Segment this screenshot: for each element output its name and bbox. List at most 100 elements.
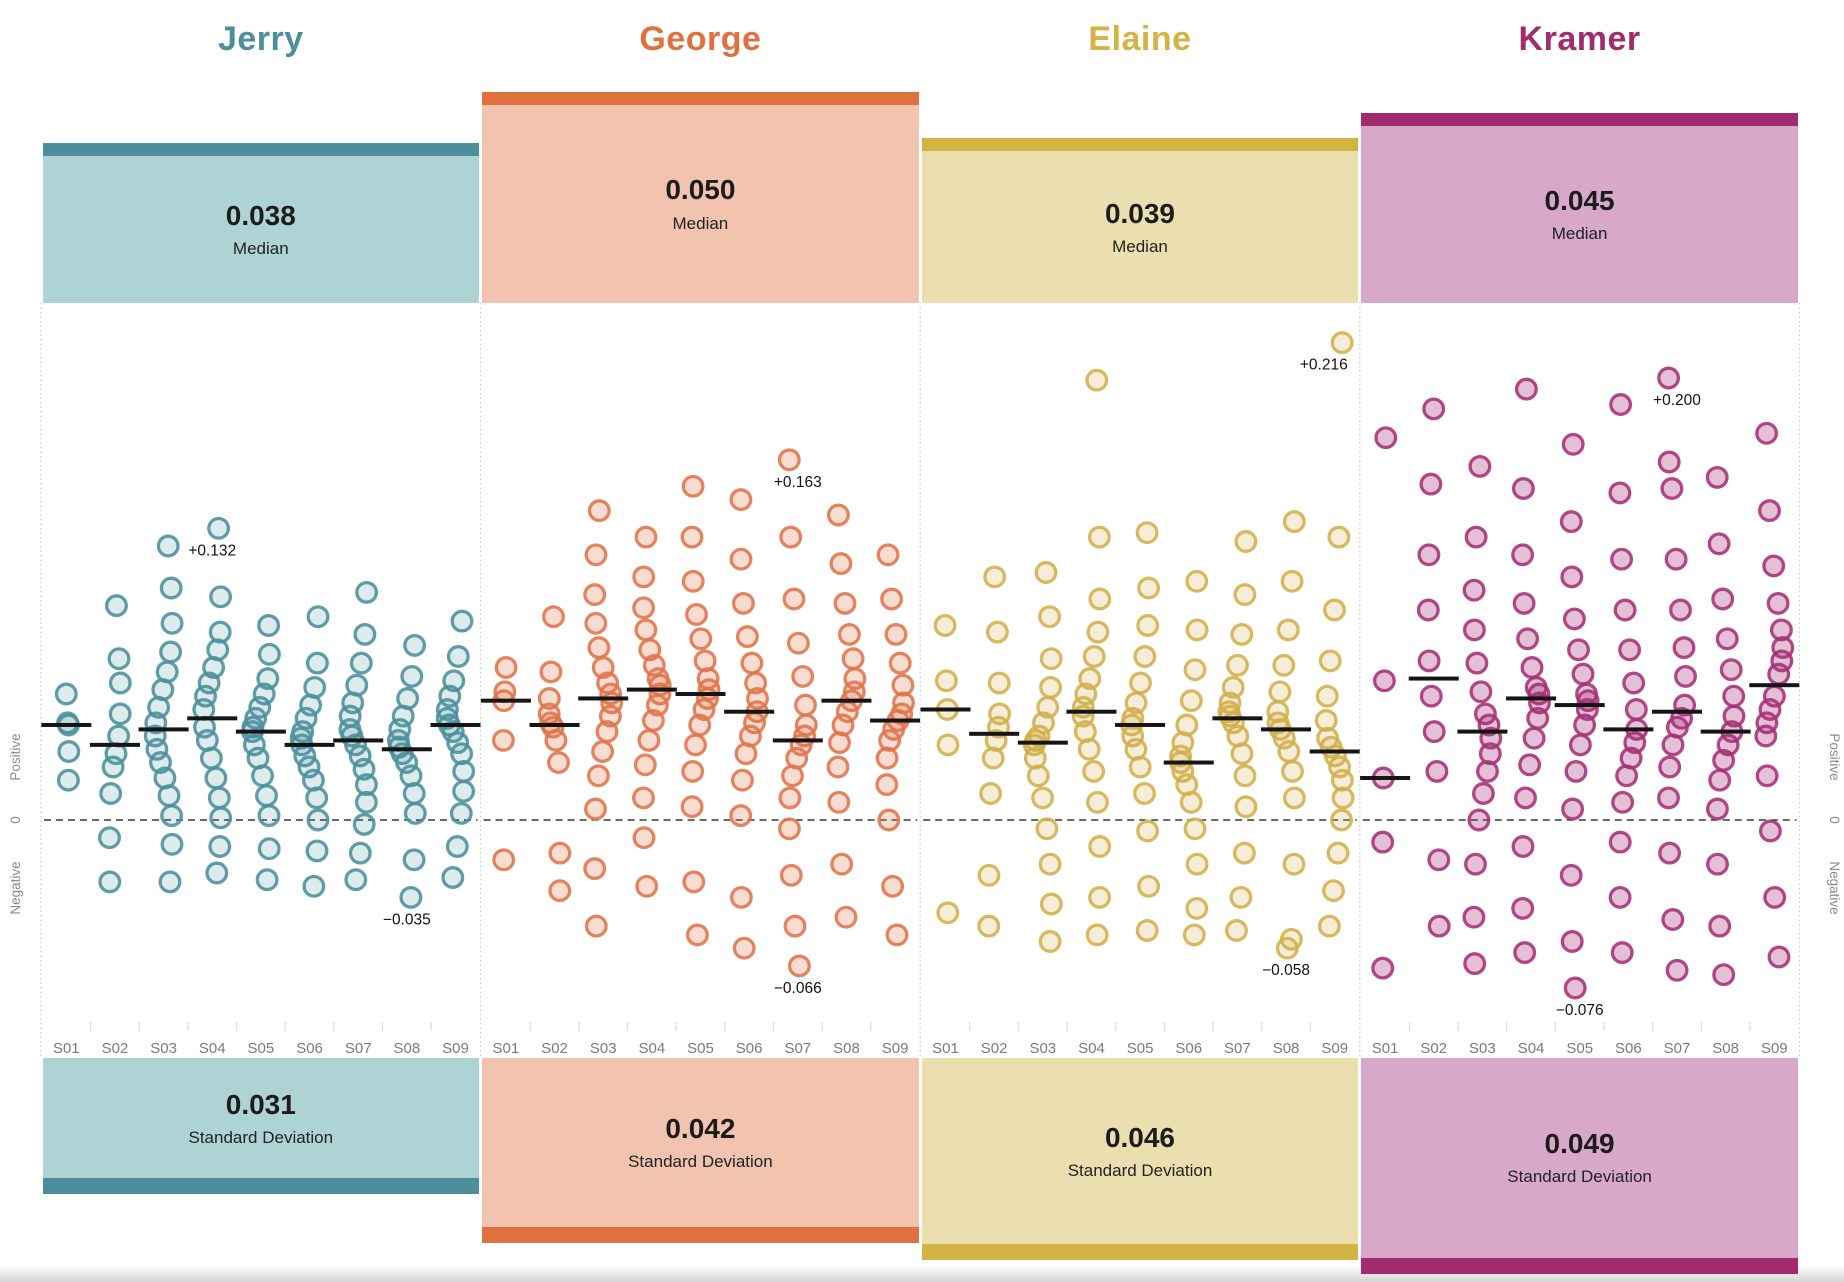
episode-data-point[interactable]: [787, 954, 811, 978]
episode-data-point[interactable]: [584, 797, 607, 821]
episode-data-point[interactable]: [1280, 569, 1304, 593]
episode-data-point[interactable]: [1185, 852, 1209, 876]
episode-data-point[interactable]: [1282, 786, 1306, 810]
episode-data-point[interactable]: [826, 755, 850, 779]
episode-data-point[interactable]: [1031, 786, 1055, 810]
episode-data-point[interactable]: [1522, 726, 1546, 750]
episode-data-point[interactable]: [1179, 790, 1203, 814]
episode-data-point[interactable]: [782, 587, 806, 611]
episode-data-point[interactable]: [681, 759, 705, 783]
episode-data-point[interactable]: [891, 673, 915, 697]
episode-data-point[interactable]: [828, 731, 851, 755]
episode-data-point[interactable]: [1514, 786, 1537, 810]
episode-data-point[interactable]: [1758, 819, 1782, 843]
episode-data-point[interactable]: [1315, 684, 1339, 708]
episode-data-point[interactable]: [1088, 885, 1112, 909]
episode-data-point[interactable]: [1563, 976, 1587, 1000]
episode-data-point[interactable]: [632, 826, 656, 850]
episode-data-point[interactable]: [548, 841, 572, 865]
episode-data-point[interactable]: [302, 874, 326, 898]
episode-data-point[interactable]: [983, 565, 1007, 589]
episode-data-point[interactable]: [1610, 547, 1634, 571]
episode-data-point[interactable]: [876, 543, 900, 567]
episode-data-point[interactable]: [1661, 733, 1685, 757]
episode-data-point[interactable]: [786, 631, 810, 655]
episode-data-point[interactable]: [778, 786, 802, 810]
episode-data-point[interactable]: [1087, 525, 1111, 549]
episode-data-point[interactable]: [1427, 848, 1451, 872]
episode-data-point[interactable]: [1317, 914, 1341, 938]
episode-data-point[interactable]: [881, 874, 905, 898]
episode-data-point[interactable]: [402, 782, 426, 805]
episode-data-point[interactable]: [635, 874, 659, 898]
episode-data-point[interactable]: [985, 620, 1009, 644]
episode-data-point[interactable]: [1330, 808, 1353, 832]
episode-data-point[interactable]: [632, 565, 656, 589]
episode-data-point[interactable]: [1133, 782, 1156, 805]
episode-data-point[interactable]: [1085, 368, 1109, 392]
episode-data-point[interactable]: [1618, 638, 1642, 662]
episode-data-point[interactable]: [684, 733, 707, 757]
episode-data-point[interactable]: [1330, 768, 1354, 792]
episode-data-point[interactable]: [108, 702, 132, 726]
episode-data-point[interactable]: [1419, 684, 1443, 708]
episode-data-point[interactable]: [1762, 554, 1786, 578]
episode-data-point[interactable]: [880, 587, 904, 611]
episode-data-point[interactable]: [1463, 952, 1487, 976]
episode-data-point[interactable]: [827, 790, 851, 814]
episode-data-point[interactable]: [450, 609, 474, 633]
episode-data-point[interactable]: [1462, 578, 1486, 602]
episode-data-point[interactable]: [537, 687, 561, 710]
episode-data-point[interactable]: [1326, 841, 1350, 865]
episode-data-point[interactable]: [1512, 591, 1536, 615]
episode-data-point[interactable]: [1281, 759, 1304, 783]
episode-data-point[interactable]: [1511, 543, 1535, 567]
episode-data-point[interactable]: [54, 682, 78, 706]
episode-data-point[interactable]: [730, 768, 754, 792]
episode-data-point[interactable]: [1708, 768, 1732, 792]
episode-data-point[interactable]: [1664, 547, 1688, 571]
episode-data-point[interactable]: [158, 870, 182, 894]
episode-data-point[interactable]: [1416, 598, 1440, 622]
episode-data-point[interactable]: [731, 591, 755, 615]
episode-data-point[interactable]: [305, 651, 329, 675]
episode-data-point[interactable]: [1516, 627, 1540, 651]
episode-data-point[interactable]: [936, 901, 960, 925]
episode-data-point[interactable]: [877, 808, 901, 832]
episode-data-point[interactable]: [1712, 963, 1736, 987]
episode-data-point[interactable]: [1464, 525, 1488, 549]
episode-data-point[interactable]: [680, 525, 704, 549]
episode-data-point[interactable]: [1314, 709, 1338, 732]
episode-data-point[interactable]: [1082, 645, 1106, 668]
episode-data-point[interactable]: [1323, 598, 1346, 622]
episode-data-point[interactable]: [1226, 653, 1249, 677]
episode-data-point[interactable]: [888, 651, 912, 675]
episode-data-point[interactable]: [779, 863, 803, 887]
episode-data-point[interactable]: [1467, 808, 1491, 832]
episode-data-point[interactable]: [1129, 671, 1152, 695]
episode-data-point[interactable]: [979, 782, 1003, 805]
episode-data-point[interactable]: [306, 605, 330, 629]
episode-data-point[interactable]: [159, 576, 183, 600]
episode-data-point[interactable]: [1038, 605, 1062, 629]
episode-data-point[interactable]: [732, 936, 756, 960]
episode-data-point[interactable]: [783, 914, 807, 938]
episode-data-point[interactable]: [1233, 764, 1257, 788]
episode-data-point[interactable]: [1230, 742, 1254, 766]
episode-data-point[interactable]: [209, 806, 233, 830]
episode-data-point[interactable]: [1322, 879, 1345, 903]
episode-data-point[interactable]: [1417, 649, 1441, 673]
episode-data-point[interactable]: [1767, 945, 1791, 969]
episode-data-point[interactable]: [98, 826, 121, 850]
episode-data-point[interactable]: [1462, 618, 1486, 642]
episode-data-point[interactable]: [1624, 698, 1648, 721]
episode-data-point[interactable]: [1562, 607, 1586, 631]
episode-data-point[interactable]: [1560, 565, 1584, 589]
episode-data-point[interactable]: [452, 779, 476, 803]
episode-data-point[interactable]: [1615, 764, 1639, 788]
episode-data-point[interactable]: [1705, 465, 1729, 489]
episode-data-point[interactable]: [1608, 481, 1632, 505]
episode-data-point[interactable]: [257, 642, 281, 666]
episode-data-point[interactable]: [160, 804, 184, 828]
episode-data-point[interactable]: [781, 764, 804, 788]
